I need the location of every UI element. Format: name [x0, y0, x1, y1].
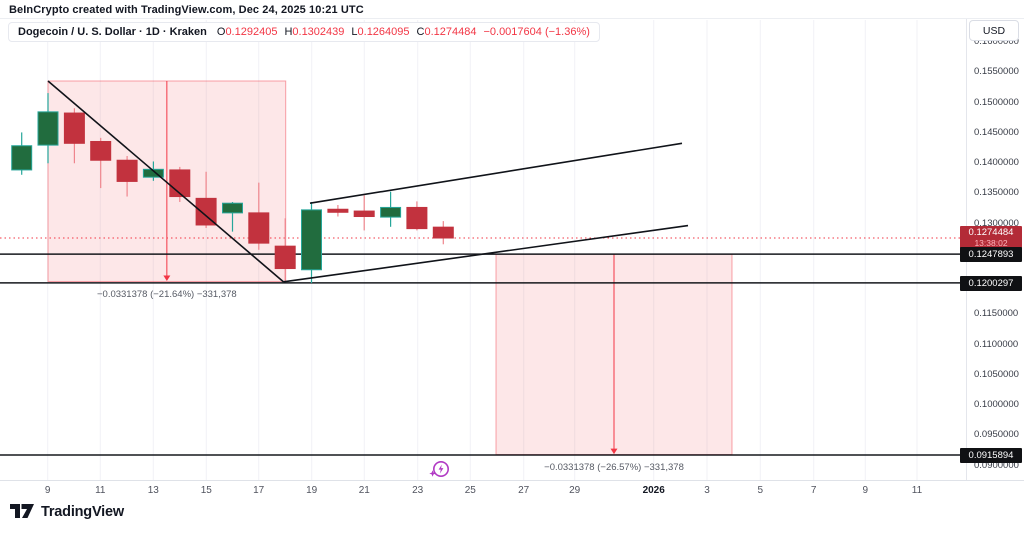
measure-arrow-head	[610, 448, 618, 455]
time-axis-label: 23	[412, 485, 424, 496]
price-axis-label: 0.1050000	[974, 368, 1019, 380]
change-value: −0.0017604 (−1.36%)	[483, 26, 590, 38]
candle-body	[301, 209, 322, 271]
price-axis-label: 0.1500000	[974, 96, 1019, 108]
price-axis-label: 0.1550000	[974, 66, 1019, 78]
channel-upper-trendline	[309, 142, 683, 204]
time-axis-label: 7	[810, 485, 817, 496]
low-label: L	[351, 26, 358, 38]
open-label: O	[216, 26, 226, 38]
time-axis-label: 5	[757, 485, 764, 496]
price-axis-label: 0.1350000	[974, 187, 1019, 199]
tradingview-logo[interactable]: TradingView	[10, 503, 124, 520]
time-axis-label: 15	[200, 485, 212, 496]
time-axis-border	[0, 480, 1024, 481]
time-axis-label: 27	[518, 485, 530, 496]
open-value: 0.1292405	[225, 26, 278, 38]
candle-body	[142, 168, 164, 178]
price-axis-label: 0.0950000	[974, 429, 1019, 441]
candle-body	[380, 206, 402, 218]
time-axis-label: 3	[704, 485, 710, 496]
currency-toggle-button[interactable]: USD	[969, 20, 1019, 41]
lightning-bolt-icon	[438, 464, 444, 474]
price-axis-label: 0.1100000	[974, 338, 1019, 350]
low-value: 0.1264095	[357, 26, 410, 38]
time-axis-label: 21	[358, 485, 370, 496]
candle-body	[327, 208, 349, 213]
time-axis-label: 25	[464, 485, 476, 496]
measure-label: −0.0331378 (−21.64%) −331,378	[96, 289, 237, 300]
price-axis-label: 0.1450000	[974, 126, 1019, 138]
price-axis-label: 0.1400000	[974, 157, 1019, 169]
candle-body	[37, 111, 59, 146]
close-label: C	[416, 26, 425, 38]
candle-body	[63, 112, 85, 144]
time-axis-label: 9	[44, 485, 51, 496]
candle-body	[116, 159, 138, 182]
flash-event-icon[interactable]	[426, 456, 454, 487]
candle-body	[11, 145, 33, 171]
time-axis-label: 29	[569, 485, 581, 496]
price-level-badge: 0.1200297	[960, 275, 1022, 291]
price-level-badge: 0.0915894	[960, 447, 1022, 463]
price-axis-label: 0.1000000	[974, 399, 1019, 411]
symbol-title: Dogecoin / U. S. Dollar · 1D · Kraken	[18, 26, 207, 38]
downtrend-trendline	[47, 80, 285, 283]
candle-body	[274, 245, 296, 270]
time-axis-label: 2026	[642, 485, 665, 496]
time-axis-label: 11	[95, 485, 106, 496]
candle-body	[222, 202, 243, 214]
time-axis-label: 17	[253, 485, 265, 496]
sparkle-icon	[429, 470, 436, 477]
time-axis-label: 19	[306, 485, 318, 496]
price-axis-label: 0.1600000	[974, 36, 1019, 48]
time-axis-label: 13	[147, 485, 159, 496]
attribution-text: BeInCrypto created with TradingView.com,…	[9, 4, 364, 16]
price-axis-label: 0.1300000	[974, 217, 1019, 229]
time-axis-label: 11	[911, 485, 923, 496]
time-axis-label: 9	[862, 485, 869, 496]
price-axis-label: 0.0900000	[974, 459, 1019, 471]
price-axis-label: 0.1150000	[974, 308, 1019, 320]
tradingview-logo-text: TradingView	[41, 503, 124, 520]
high-label: H	[284, 26, 293, 38]
measure-arrow-head	[163, 275, 171, 281]
channel-lower-trendline	[283, 224, 689, 283]
candle-body	[195, 197, 217, 226]
candle-body	[248, 212, 270, 244]
candle-body	[353, 210, 375, 218]
candle-body	[406, 206, 428, 230]
close-value: 0.1274484	[424, 26, 477, 38]
header-divider	[0, 18, 1024, 19]
high-value: 0.1302439	[292, 26, 345, 38]
tradingview-logo-mark-icon	[10, 504, 34, 518]
candle-body	[90, 140, 112, 161]
candle-body	[432, 226, 454, 239]
price-level-badge: 0.1247893	[960, 247, 1022, 263]
measure-label: −0.0331378 (−26.57%) −331,378	[544, 462, 684, 473]
